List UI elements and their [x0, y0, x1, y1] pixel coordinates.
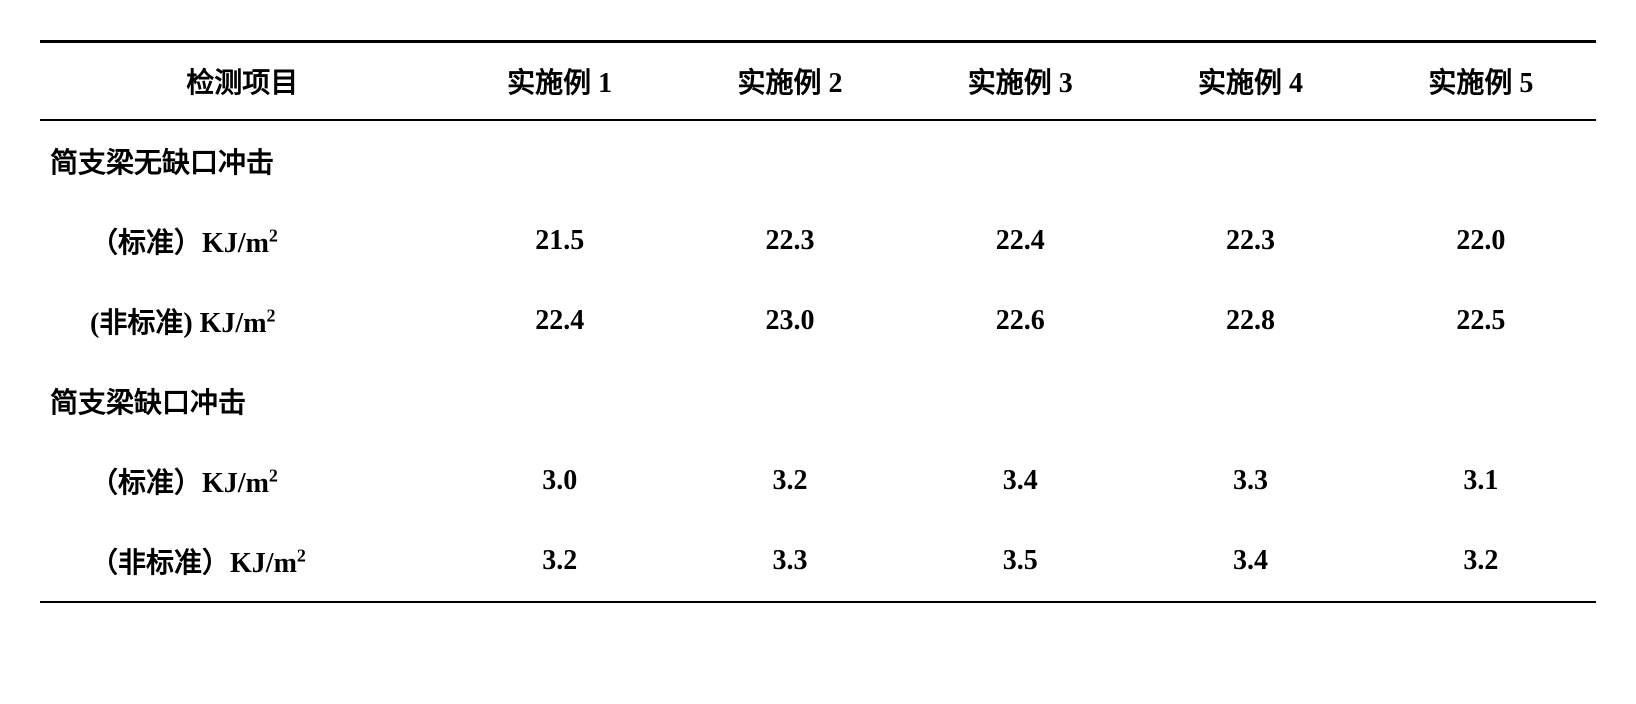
- cell: 23.0: [675, 281, 905, 361]
- cell: 3.3: [675, 521, 905, 602]
- cell: 3.4: [905, 441, 1135, 521]
- row-label: (非标准) KJ/m2: [40, 281, 445, 361]
- header-cell-item: 检测项目: [40, 42, 445, 121]
- label-unit: KJ/m: [230, 548, 297, 579]
- table-body: 简支梁无缺口冲击 （标准）KJ/m2 21.5 22.3 22.4 22.3 2…: [40, 120, 1596, 602]
- cell: 22.4: [905, 201, 1135, 281]
- data-table: 检测项目 实施例 1 实施例 2 实施例 3 实施例 4 实施例 5 简支梁无缺…: [40, 40, 1596, 603]
- cell: 3.3: [1135, 441, 1365, 521]
- cell: 3.0: [445, 441, 675, 521]
- label-prefix: （标准）: [90, 468, 202, 499]
- header-cell-example5: 实施例 5: [1366, 42, 1596, 121]
- label-sup: 2: [267, 306, 276, 326]
- table-row: 简支梁无缺口冲击: [40, 120, 1596, 201]
- cell: 3.2: [445, 521, 675, 602]
- label-sup: 2: [297, 546, 306, 566]
- cell: 22.4: [445, 281, 675, 361]
- table-header-row: 检测项目 实施例 1 实施例 2 实施例 3 实施例 4 实施例 5: [40, 42, 1596, 121]
- cell: [1135, 361, 1365, 441]
- cell: [905, 120, 1135, 201]
- cell: 22.3: [675, 201, 905, 281]
- cell: [675, 361, 905, 441]
- label-sup: 2: [269, 226, 278, 246]
- header-cell-example3: 实施例 3: [905, 42, 1135, 121]
- table-row: （非标准）KJ/m2 3.2 3.3 3.5 3.4 3.2: [40, 521, 1596, 602]
- cell: 3.4: [1135, 521, 1365, 602]
- cell: 22.5: [1366, 281, 1596, 361]
- label-unit: KJ/m: [202, 468, 269, 499]
- label-sup: 2: [269, 466, 278, 486]
- header-cell-example1: 实施例 1: [445, 42, 675, 121]
- row-label: 简支梁缺口冲击: [40, 361, 445, 441]
- cell: [1366, 361, 1596, 441]
- label-prefix: （非标准）: [90, 548, 230, 579]
- cell: 3.2: [1366, 521, 1596, 602]
- cell: [445, 120, 675, 201]
- cell: 3.1: [1366, 441, 1596, 521]
- cell: [1366, 120, 1596, 201]
- cell: [1135, 120, 1365, 201]
- data-table-container: 检测项目 实施例 1 实施例 2 实施例 3 实施例 4 实施例 5 简支梁无缺…: [40, 40, 1596, 603]
- table-row: （标准）KJ/m2 21.5 22.3 22.4 22.3 22.0: [40, 201, 1596, 281]
- row-label: （标准）KJ/m2: [40, 201, 445, 281]
- cell: 22.0: [1366, 201, 1596, 281]
- header-cell-example4: 实施例 4: [1135, 42, 1365, 121]
- row-label: （非标准）KJ/m2: [40, 521, 445, 602]
- cell: 3.5: [905, 521, 1135, 602]
- table-row: 简支梁缺口冲击: [40, 361, 1596, 441]
- label-prefix: （标准）: [90, 228, 202, 259]
- cell: 22.8: [1135, 281, 1365, 361]
- cell: [905, 361, 1135, 441]
- row-label: （标准）KJ/m2: [40, 441, 445, 521]
- cell: 22.3: [1135, 201, 1365, 281]
- cell: [445, 361, 675, 441]
- table-row: (非标准) KJ/m2 22.4 23.0 22.6 22.8 22.5: [40, 281, 1596, 361]
- label-unit: KJ/m: [200, 308, 267, 339]
- cell: [675, 120, 905, 201]
- row-label: 简支梁无缺口冲击: [40, 120, 445, 201]
- cell: 21.5: [445, 201, 675, 281]
- table-row: （标准）KJ/m2 3.0 3.2 3.4 3.3 3.1: [40, 441, 1596, 521]
- label-prefix: (非标准): [90, 308, 200, 339]
- cell: 22.6: [905, 281, 1135, 361]
- cell: 3.2: [675, 441, 905, 521]
- header-cell-example2: 实施例 2: [675, 42, 905, 121]
- label-unit: KJ/m: [202, 228, 269, 259]
